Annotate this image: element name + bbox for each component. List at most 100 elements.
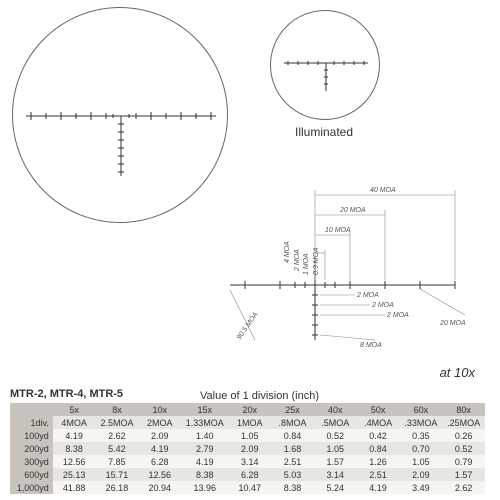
cell: 1.57 bbox=[314, 455, 357, 468]
cell: 12.56 bbox=[53, 455, 96, 468]
table-row: 200yd8.385.424.192.792.091.681.050.840.7… bbox=[10, 442, 485, 455]
cell: 1MOA bbox=[228, 416, 271, 429]
cell: 0.79 bbox=[442, 455, 485, 468]
th-50x: 50x bbox=[357, 403, 400, 416]
dim-40moa: 40 MOA bbox=[370, 187, 396, 194]
table-row: 1,000yd41.8826.1820.9413.9610.478.385.24… bbox=[10, 481, 485, 494]
dim-10moa: 10 MOA bbox=[325, 227, 351, 234]
cell: 15.71 bbox=[96, 468, 139, 481]
reticle-large-svg bbox=[13, 8, 229, 224]
cell: 0.42 bbox=[357, 429, 400, 442]
cell: 12.56 bbox=[138, 468, 181, 481]
th-80x: 80x bbox=[442, 403, 485, 416]
dim-905moa: 90.5 MOA bbox=[236, 311, 260, 341]
cell: 1.26 bbox=[357, 455, 400, 468]
cell: 0.35 bbox=[399, 429, 442, 442]
dim-20moa: 20 MOA bbox=[339, 207, 366, 214]
dim-2moa-c: 2 MOA bbox=[371, 302, 394, 309]
cell: 3.49 bbox=[399, 481, 442, 494]
cell: 3.14 bbox=[228, 455, 271, 468]
th-blank bbox=[10, 403, 53, 416]
dim-2moa-a: 2 MOA bbox=[294, 249, 301, 272]
cell: 8.38 bbox=[271, 481, 314, 494]
row-label: 100yd bbox=[10, 429, 53, 442]
dimension-diagram: 40 MOA 20 MOA 10 MOA 4 MOA 2 MOA 1 MOA 0… bbox=[225, 175, 485, 355]
cell: .8MOA bbox=[271, 416, 314, 429]
row-label: 600yd bbox=[10, 468, 53, 481]
cell: 0.70 bbox=[399, 442, 442, 455]
th-40x: 40x bbox=[314, 403, 357, 416]
th-5x: 5x bbox=[53, 403, 96, 416]
cell: 1.40 bbox=[181, 429, 228, 442]
cell: 6.28 bbox=[228, 468, 271, 481]
dim-4moa: 4 MOA bbox=[284, 241, 291, 263]
cell: 4MOA bbox=[53, 416, 96, 429]
th-10x: 10x bbox=[138, 403, 181, 416]
dim-20moa-b: 20 MOA bbox=[439, 320, 466, 327]
cell: 41.88 bbox=[53, 481, 96, 494]
reticle-small-circle bbox=[270, 10, 380, 120]
table-row: 100yd4.192.622.091.401.050.840.520.420.3… bbox=[10, 429, 485, 442]
cell: 2.5MOA bbox=[96, 416, 139, 429]
cell: 4.19 bbox=[53, 429, 96, 442]
cell: 0.84 bbox=[357, 442, 400, 455]
th-15x: 15x bbox=[181, 403, 228, 416]
cell: 1.68 bbox=[271, 442, 314, 455]
cell: 1.33MOA bbox=[181, 416, 228, 429]
cell: 6.28 bbox=[138, 455, 181, 468]
cell: 2.09 bbox=[228, 442, 271, 455]
table-title: Value of 1 division (inch) bbox=[200, 390, 319, 402]
cell: 8.38 bbox=[181, 468, 228, 481]
cell: 13.96 bbox=[181, 481, 228, 494]
row-label: 300yd bbox=[10, 455, 53, 468]
cell: 2.62 bbox=[96, 429, 139, 442]
cell: .33MOA bbox=[399, 416, 442, 429]
cell: 1.05 bbox=[399, 455, 442, 468]
cell: 20.94 bbox=[138, 481, 181, 494]
cell: .4MOA bbox=[357, 416, 400, 429]
models-label: MTR-2, MTR-4, MTR-5 bbox=[10, 388, 123, 400]
cell: 10.47 bbox=[228, 481, 271, 494]
cell: 0.84 bbox=[271, 429, 314, 442]
cell: 0.26 bbox=[442, 429, 485, 442]
cell: 1.05 bbox=[314, 442, 357, 455]
cell: 2.09 bbox=[138, 429, 181, 442]
moa-table: 5x 8x 10x 15x 20x 25x 40x 50x 60x 80x 1d… bbox=[10, 403, 485, 494]
cell: 2.51 bbox=[357, 468, 400, 481]
cell: 3.14 bbox=[314, 468, 357, 481]
cell: 5.03 bbox=[271, 468, 314, 481]
dim-2moa-d: 2 MOA bbox=[386, 312, 409, 319]
dim-2moa-b: 2 MOA bbox=[356, 292, 379, 299]
cell: 4.19 bbox=[138, 442, 181, 455]
reticle-large-circle bbox=[12, 7, 228, 223]
table-header-row: 5x 8x 10x 15x 20x 25x 40x 50x 60x 80x bbox=[10, 403, 485, 416]
cell: 25.13 bbox=[53, 468, 96, 481]
cell: 5.42 bbox=[96, 442, 139, 455]
table-row: 600yd25.1315.7112.568.386.285.033.142.51… bbox=[10, 468, 485, 481]
th-60x: 60x bbox=[399, 403, 442, 416]
cell: .25MOA bbox=[442, 416, 485, 429]
cell: 4.19 bbox=[181, 455, 228, 468]
illuminated-label: Illuminated bbox=[295, 125, 353, 139]
table-row: 300yd12.567.856.284.193.142.511.571.261.… bbox=[10, 455, 485, 468]
row-label: 1div. bbox=[10, 416, 53, 429]
cell: 7.85 bbox=[96, 455, 139, 468]
row-label: 200yd bbox=[10, 442, 53, 455]
cell: .5MOA bbox=[314, 416, 357, 429]
th-20x: 20x bbox=[228, 403, 271, 416]
cell: 2.62 bbox=[442, 481, 485, 494]
th-8x: 8x bbox=[96, 403, 139, 416]
cell: 2.51 bbox=[271, 455, 314, 468]
cell: 2.79 bbox=[181, 442, 228, 455]
cell: 0.52 bbox=[442, 442, 485, 455]
table-row: 1div.4MOA2.5MOA2MOA1.33MOA1MOA.8MOA.5MOA… bbox=[10, 416, 485, 429]
cell: 2MOA bbox=[138, 416, 181, 429]
row-label: 1,000yd bbox=[10, 481, 53, 494]
cell: 0.52 bbox=[314, 429, 357, 442]
dim-1moa: 1 MOA bbox=[303, 253, 310, 275]
dim-8moa: 8 MOA bbox=[360, 342, 382, 349]
at-10x-label: at 10x bbox=[440, 365, 475, 380]
th-25x: 25x bbox=[271, 403, 314, 416]
cell: 4.19 bbox=[357, 481, 400, 494]
cell: 26.18 bbox=[96, 481, 139, 494]
